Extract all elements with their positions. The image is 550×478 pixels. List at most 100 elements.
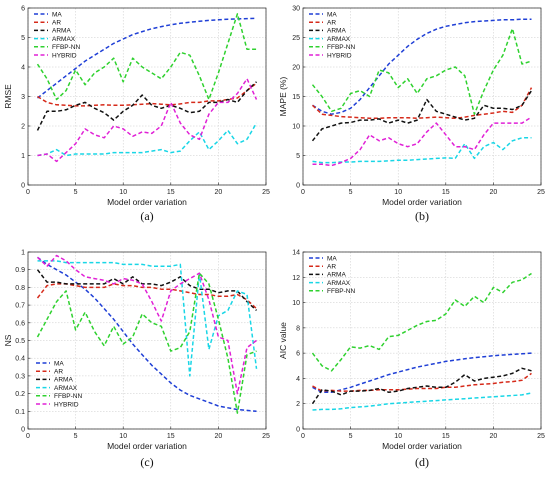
- legend-label: ARMAX: [54, 385, 78, 392]
- y-tick-label: 0: [296, 427, 300, 434]
- x-tick-label: 0: [26, 433, 30, 440]
- x-tick-label: 10: [119, 433, 127, 440]
- y-tick-label: 0.7: [15, 303, 25, 310]
- x-tick-label: 20: [490, 433, 498, 440]
- y-axis-label: AIC value: [278, 322, 288, 359]
- y-tick-label: 5: [296, 153, 300, 160]
- legend-label: ARMAX: [327, 36, 351, 43]
- y-tick-label: 0: [296, 183, 300, 190]
- chart-panel-2: 0 5 10 15 20 25 0 5 10 15 20 25 30 Model order variat…: [278, 6, 545, 224]
- legend-label: AR: [327, 264, 336, 271]
- x-axis-label: Model order variation: [382, 197, 462, 207]
- y-tick-label: 10: [292, 124, 300, 131]
- x-tick-label: 5: [74, 433, 78, 440]
- legend-label: FFBP-NN: [327, 288, 355, 295]
- y-tick-label: 4: [296, 376, 300, 383]
- panel-caption: (c): [140, 455, 153, 469]
- y-tick-label: 4: [21, 65, 25, 72]
- series-line-ar: [312, 372, 532, 392]
- chart-panel-3: 0 5 10 15 20 25 0 0.1 0.2 0.3 0.4 0.5 0.6 0.7 0.8 0.9 1 M…: [3, 250, 270, 470]
- x-tick-label: 25: [537, 189, 545, 196]
- y-tick-label: 0.9: [15, 267, 25, 274]
- legend-label: AR: [52, 20, 61, 27]
- series-line-arma: [36, 269, 258, 311]
- legend-label: AR: [54, 369, 63, 376]
- y-tick-label: 30: [292, 6, 300, 13]
- y-tick-label: 0: [21, 427, 25, 434]
- panel-caption: (d): [415, 455, 429, 469]
- x-tick-label: 20: [490, 189, 498, 196]
- y-tick-label: 6: [296, 351, 300, 358]
- series-line-armax: [312, 392, 532, 411]
- x-tick-label: 20: [215, 433, 223, 440]
- axes-frame: [302, 251, 542, 430]
- legend-label: ARMA: [327, 272, 346, 279]
- plot-area: [303, 252, 541, 429]
- series-line-hybrid: [312, 116, 532, 167]
- y-tick-label: 0.3: [15, 373, 25, 380]
- series-line-ar: [37, 82, 257, 107]
- legend-label: MA: [327, 255, 337, 262]
- panel-caption: (b): [415, 209, 429, 223]
- series-line-ma: [312, 18, 532, 115]
- series-line-hybrid: [36, 254, 257, 395]
- series-line-ffbp-nn: [311, 27, 532, 115]
- y-tick-label: 25: [292, 35, 300, 42]
- y-tick-label: 0.1: [15, 409, 25, 416]
- y-tick-label: 0.4: [15, 356, 25, 363]
- x-tick-label: 10: [394, 433, 402, 440]
- x-tick-label: 20: [215, 189, 223, 196]
- series-line-ar: [311, 87, 533, 120]
- legend-label: HYBRID: [327, 52, 352, 59]
- y-tick-label: 1: [21, 153, 25, 160]
- legend-label: HYBRID: [52, 52, 77, 59]
- x-tick-label: 0: [301, 189, 305, 196]
- legend-label: MA: [327, 11, 337, 18]
- x-tick-label: 15: [167, 433, 175, 440]
- legend-label: FFBP-NN: [54, 393, 82, 400]
- y-tick-label: 12: [292, 275, 300, 282]
- series-line-armax: [37, 122, 258, 157]
- legend-label: ARMA: [54, 377, 73, 384]
- x-tick-label: 10: [119, 189, 127, 196]
- y-axis-label: NS: [3, 334, 13, 346]
- y-tick-label: 3: [21, 94, 25, 101]
- x-axis-label: Model order variation: [107, 441, 187, 451]
- y-tick-label: 0.8: [15, 285, 25, 292]
- legend-label: HYBRID: [54, 401, 79, 408]
- y-tick-label: 0: [21, 183, 25, 190]
- x-tick-label: 25: [537, 433, 545, 440]
- legend-label: MA: [52, 11, 62, 18]
- y-axis-label: RMSE: [3, 84, 13, 109]
- legend-label: ARMAX: [52, 36, 76, 43]
- legend-label: AR: [327, 20, 336, 27]
- y-tick-label: 20: [292, 65, 300, 72]
- series-line-arma: [311, 90, 533, 142]
- y-tick-label: 2: [296, 401, 300, 408]
- x-tick-label: 25: [262, 433, 270, 440]
- y-tick-label: 6: [21, 6, 25, 13]
- y-tick-label: 14: [292, 250, 300, 257]
- y-tick-label: 8: [296, 325, 300, 332]
- legend-label: MA: [54, 360, 64, 367]
- x-axis-label: Model order variation: [107, 197, 187, 207]
- series-line-ffbp-nn: [36, 272, 257, 414]
- x-tick-label: 5: [74, 189, 78, 196]
- y-tick-label: 5: [21, 35, 25, 42]
- x-tick-label: 5: [349, 189, 353, 196]
- legend-label: FFBP-NN: [327, 44, 355, 51]
- series-line-ffbp-nn: [311, 272, 532, 372]
- x-tick-label: 25: [262, 189, 270, 196]
- series-line-ar: [36, 283, 258, 310]
- series-line-ffbp-nn: [36, 13, 257, 101]
- x-tick-label: 15: [442, 433, 450, 440]
- y-tick-label: 10: [292, 300, 300, 307]
- y-tick-label: 15: [292, 94, 300, 101]
- chart-panel-1: 0 5 10 15 20 25 0 1 2 3 4 5 6 Model order variation RM…: [3, 6, 270, 224]
- legend-label: ARMAX: [327, 280, 351, 287]
